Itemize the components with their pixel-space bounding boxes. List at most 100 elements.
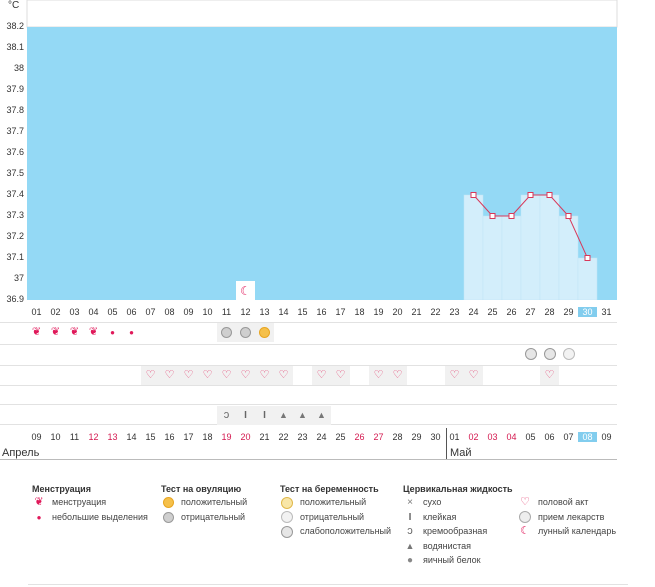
watery-icon[interactable]: ▲: [274, 406, 293, 425]
legend-label: лунный календарь: [538, 526, 617, 536]
y-tick-label: 37.4: [6, 189, 24, 199]
cycle-date: 30: [430, 432, 441, 442]
pregnancy-weak-icon[interactable]: [521, 345, 540, 364]
ovulation-negative-icon[interactable]: [236, 323, 255, 342]
pregnancy-weak-icon: [280, 524, 294, 538]
heart-icon[interactable]: ♡: [160, 366, 179, 385]
cycle-date: 01: [449, 432, 460, 442]
y-tick-label: 37.3: [6, 210, 24, 220]
watery-icon: ▲: [405, 540, 415, 551]
heart-icon[interactable]: ♡: [179, 366, 198, 385]
calendar-day[interactable]: 29: [563, 307, 574, 317]
calendar-day[interactable]: 26: [506, 307, 517, 317]
cycle-date: 05: [525, 432, 536, 442]
temperature-bar: [539, 194, 560, 300]
calendar-day[interactable]: 15: [297, 307, 308, 317]
calendar-day[interactable]: 13: [259, 307, 270, 317]
menstruation-icon: ❦: [34, 496, 44, 508]
calendar-day[interactable]: 12: [240, 307, 251, 317]
calendar-day[interactable]: 04: [88, 307, 99, 317]
calendar-day[interactable]: 10: [202, 307, 213, 317]
menstruation-icon[interactable]: ❦: [50, 326, 61, 338]
calendar-day[interactable]: 02: [50, 307, 61, 317]
calendar-day[interactable]: 18: [354, 307, 365, 317]
legend-label: положительный: [181, 497, 248, 507]
calendar-day[interactable]: 17: [335, 307, 346, 317]
calendar-day[interactable]: 01: [31, 307, 42, 317]
cycle-date: 11: [69, 432, 80, 442]
calendar-day[interactable]: 03: [69, 307, 80, 317]
calendar-day[interactable]: 11: [221, 307, 232, 317]
light-spotting-icon[interactable]: ●: [110, 328, 115, 337]
temperature-point: [470, 192, 477, 198]
grid-separator: [0, 344, 617, 345]
calendar-day[interactable]: 09: [183, 307, 194, 317]
ovulation-positive-icon[interactable]: [255, 323, 274, 342]
y-tick-label: 38.1: [6, 42, 24, 52]
cycle-date: 27: [373, 432, 384, 442]
heart-icon[interactable]: ♡: [217, 366, 236, 385]
cycle-row-baseline: [0, 459, 617, 460]
temperature-point: [508, 213, 515, 219]
temperature-bar: [482, 215, 503, 300]
light-spotting-icon[interactable]: ●: [129, 328, 134, 337]
watery-icon[interactable]: ▲: [312, 406, 331, 425]
calendar-day[interactable]: 31: [601, 307, 612, 317]
temperature-point: [565, 213, 572, 219]
heart-icon[interactable]: ♡: [274, 366, 293, 385]
cycle-date: 04: [506, 432, 517, 442]
cycle-date: 09: [601, 432, 612, 442]
calendar-day[interactable]: 05: [107, 307, 118, 317]
y-tick-label: 37.6: [6, 147, 24, 157]
heart-icon[interactable]: ♡: [331, 366, 350, 385]
heart-icon[interactable]: ♡: [312, 366, 331, 385]
calendar-day[interactable]: 25: [487, 307, 498, 317]
heart-icon[interactable]: ♡: [388, 366, 407, 385]
cycle-date: 17: [183, 432, 194, 442]
heart-icon[interactable]: ♡: [464, 366, 483, 385]
ovulation-negative-icon: [161, 510, 175, 524]
calendar-day[interactable]: 27: [525, 307, 536, 317]
calendar-day[interactable]: 14: [278, 307, 289, 317]
legend-item: ● яичный белок: [403, 553, 481, 567]
calendar-day[interactable]: 16: [316, 307, 327, 317]
calendar-day[interactable]: 28: [544, 307, 555, 317]
calendar-day[interactable]: 22: [430, 307, 441, 317]
y-tick-label: 37: [13, 273, 24, 283]
cycle-date: 18: [202, 432, 213, 442]
sticky-icon[interactable]: I: [236, 406, 255, 425]
legend-item: ↄ кремообразная: [403, 524, 487, 538]
heart-icon[interactable]: ♡: [255, 366, 274, 385]
menstruation-icon[interactable]: ❦: [31, 326, 42, 338]
calendar-day[interactable]: 30: [578, 307, 597, 317]
y-tick-label: 37.9: [6, 84, 24, 94]
calendar-day[interactable]: 06: [126, 307, 137, 317]
heart-icon[interactable]: ♡: [236, 366, 255, 385]
temperature-point: [546, 192, 553, 198]
pregnancy-negative-icon[interactable]: [559, 345, 578, 364]
calendar-day[interactable]: 07: [145, 307, 156, 317]
pregnancy-weak-icon[interactable]: [540, 345, 559, 364]
menstruation-icon[interactable]: ❦: [88, 326, 99, 338]
calendar-day[interactable]: 23: [449, 307, 460, 317]
calendar-day[interactable]: 24: [468, 307, 479, 317]
menstruation-icon[interactable]: ❦: [69, 326, 80, 338]
heart-icon[interactable]: ♡: [198, 366, 217, 385]
calendar-day[interactable]: 21: [411, 307, 422, 317]
creamy-icon[interactable]: ↄ: [217, 406, 236, 425]
legend-item: отрицательный: [280, 510, 364, 524]
calendar-day[interactable]: 08: [164, 307, 175, 317]
calendar-day[interactable]: 20: [392, 307, 403, 317]
heart-icon[interactable]: ♡: [369, 366, 388, 385]
watery-icon[interactable]: ▲: [293, 406, 312, 425]
calendar-day[interactable]: 19: [373, 307, 384, 317]
heart-icon[interactable]: ♡: [540, 366, 559, 385]
heart-icon[interactable]: ♡: [445, 366, 464, 385]
temperature-point: [584, 255, 591, 261]
cycle-date: 29: [411, 432, 422, 442]
heart-icon[interactable]: ♡: [141, 366, 160, 385]
sticky-icon[interactable]: I: [255, 406, 274, 425]
ovulation-negative-icon[interactable]: [217, 323, 236, 342]
legend-item: × сухо: [403, 495, 441, 509]
